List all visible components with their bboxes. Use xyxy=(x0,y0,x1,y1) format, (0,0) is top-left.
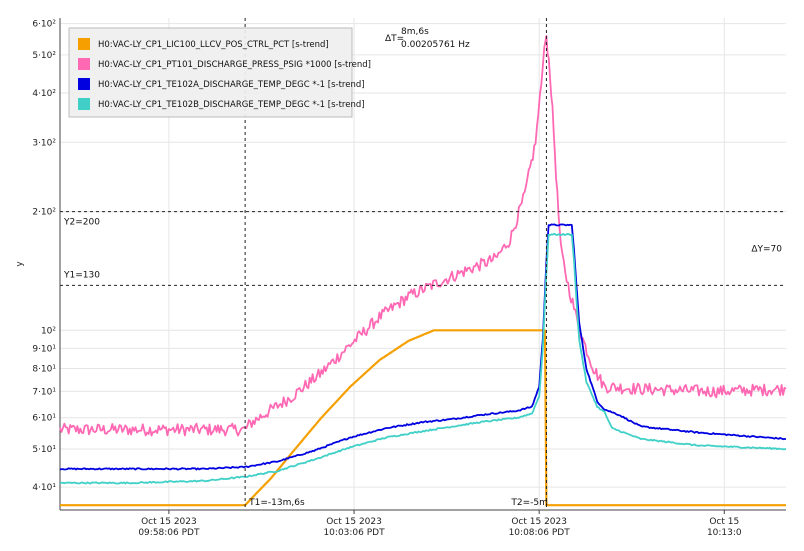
y-tick-label: 4·10² xyxy=(32,89,56,99)
x-tick-label-date: Oct 15 2023 xyxy=(511,517,567,527)
legend-box xyxy=(68,27,353,118)
x-tick-label-time: 10:03:06 PDT xyxy=(323,528,385,538)
y-tick-label: 7·10¹ xyxy=(32,387,56,397)
y-tick-label: 9·10¹ xyxy=(32,344,56,354)
y-tick-label: 8·10¹ xyxy=(32,364,56,374)
y-tick-label: 2·10² xyxy=(32,208,56,218)
legend-swatch xyxy=(78,78,90,90)
y-tick-label: 5·10² xyxy=(32,51,56,61)
legend: H0:VAC-LY_CP1_LIC100_LLCV_POS_CTRL_PCT [… xyxy=(68,27,371,118)
series-line xyxy=(59,35,787,437)
series-line xyxy=(59,223,786,471)
legend-entry: H0:VAC-LY_CP1_LIC100_LLCV_POS_CTRL_PCT [… xyxy=(98,40,329,50)
series-line xyxy=(59,232,787,485)
x-tick-label-time: 10:08:06 PDT xyxy=(509,528,571,538)
y-tick-label: 10² xyxy=(41,326,56,336)
y-tick-label: 4·10¹ xyxy=(32,483,56,493)
y-tick-label: 3·10² xyxy=(32,138,56,148)
delta-y-label: ΔY=70 xyxy=(751,245,782,255)
legend-swatch xyxy=(78,38,90,50)
delta-t-frequency: 0.00205761 Hz xyxy=(401,40,470,50)
t2-label: T2=-5m xyxy=(510,498,548,508)
legend-entry: H0:VAC-LY_CP1_TE102A_DISCHARGE_TEMP_DEGC… xyxy=(98,80,365,90)
legend-swatch xyxy=(78,98,90,110)
series-line xyxy=(60,329,786,507)
x-tick-label-date: Oct 15 xyxy=(709,517,739,527)
x-tick-label-date: Oct 15 2023 xyxy=(141,517,197,527)
y-tick-label: 6·10² xyxy=(32,20,56,30)
legend-entry: H0:VAC-LY_CP1_PT101_DISCHARGE_PRESS_PSIG… xyxy=(98,60,371,70)
y-axis-label: y xyxy=(15,261,25,267)
x-tick-label-date: Oct 15 2023 xyxy=(326,517,382,527)
legend-entry: H0:VAC-LY_CP1_TE102B_DISCHARGE_TEMP_DEGC… xyxy=(98,100,365,110)
y-tick-label: 6·10¹ xyxy=(32,414,56,424)
y-tick-label: 5·10¹ xyxy=(32,445,56,455)
x-tick-label-time: 10:13:0 xyxy=(707,528,742,538)
y1-label: Y1=130 xyxy=(63,270,100,280)
t1-label: T1=-13m,6s xyxy=(248,498,305,508)
series xyxy=(59,35,787,507)
delta-t-label: ΔT= xyxy=(385,34,404,44)
legend-swatch xyxy=(78,58,90,70)
delta-t-value: 8m,6s xyxy=(401,27,429,37)
x-tick-label-time: 09:58:06 PDT xyxy=(138,528,200,538)
tick-labels: 4·10¹ 5·10¹ 6·10¹ 7·10¹ 8·10¹ 9·10¹ 10² 2·10² 3·… xyxy=(15,20,742,538)
y2-label: Y2=200 xyxy=(63,218,100,228)
cursors: T1=-13m,6s T2=-5m Y1=130 Y2=200 ΔT=8m,6s 0.00… xyxy=(60,18,786,510)
